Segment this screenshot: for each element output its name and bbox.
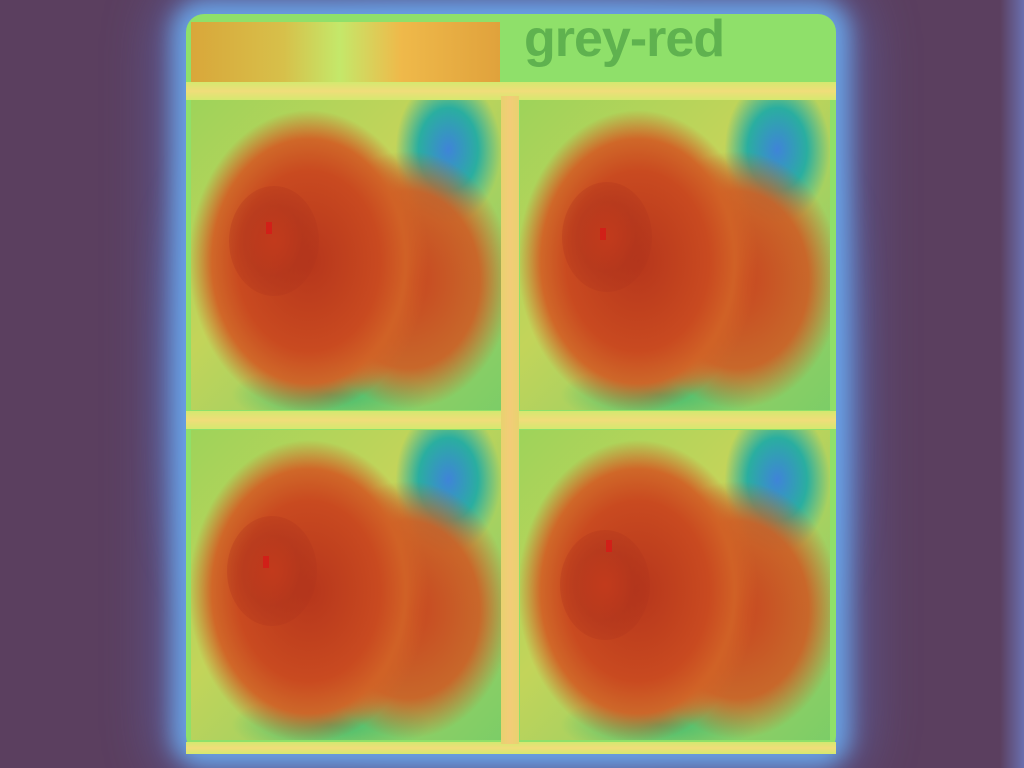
heatmap-bottom-right[interactable]	[520, 430, 830, 740]
hotspot	[229, 186, 319, 296]
heatmap-bottom-left[interactable]	[191, 430, 501, 740]
divider-vertical	[501, 96, 519, 744]
background-edge	[1000, 0, 1024, 768]
hotspot-marker	[266, 222, 272, 234]
divider-bottom	[186, 742, 836, 754]
hotspot-marker	[263, 556, 269, 568]
divider-top	[186, 82, 836, 100]
hotspot-marker	[606, 540, 612, 552]
hotspot	[227, 516, 317, 626]
hotspot-marker	[600, 228, 606, 240]
colorbar-label: grey-red	[524, 10, 725, 68]
heatmap-top-left[interactable]	[191, 100, 501, 410]
heatmap-top-right[interactable]	[520, 100, 830, 410]
hotspot	[560, 530, 650, 640]
colorbar	[191, 22, 500, 84]
hotspot	[562, 182, 652, 292]
